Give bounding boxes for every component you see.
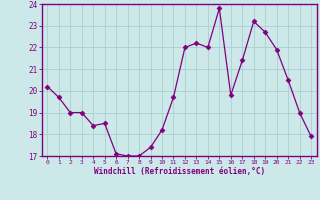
X-axis label: Windchill (Refroidissement éolien,°C): Windchill (Refroidissement éolien,°C): [94, 167, 265, 176]
